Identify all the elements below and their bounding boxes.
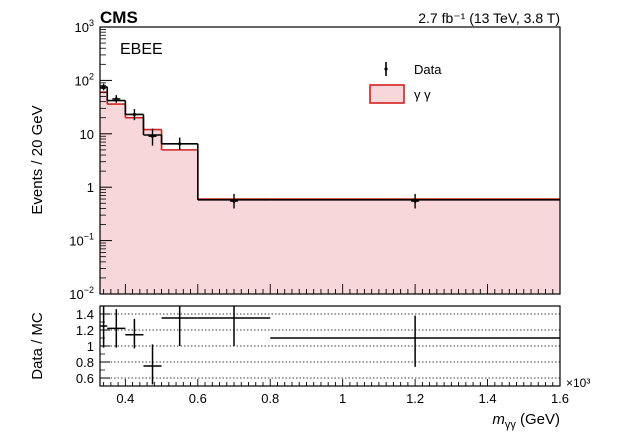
x-tick-label-2: 0.8 xyxy=(261,391,279,406)
ratio-y-tick-label-4: 1.4 xyxy=(76,307,94,322)
ratio-x-ticks: 0.4 0.6 0.8 1 1.2 1.4 1.6 xyxy=(103,379,569,406)
x-tick-label-0: 0.4 xyxy=(116,391,134,406)
lumi-subtitle: 2.7 fb⁻¹ (13 TeV, 3.8 T) xyxy=(418,10,560,26)
x-tick-label-6: 1.6 xyxy=(551,391,569,406)
ratio-y-tick-label-1: 0.8 xyxy=(76,355,94,370)
ratio-grid xyxy=(100,313,560,379)
main-y-tick-label-5: 103 xyxy=(75,18,94,35)
x-tick-label-3: 1 xyxy=(339,391,346,406)
ratio-y-tick-label-2: 1 xyxy=(87,339,94,354)
gamma-gamma-fill-area xyxy=(100,92,560,294)
data-point-2 xyxy=(132,112,137,117)
main-x-ticks xyxy=(103,284,561,294)
data-point-4 xyxy=(178,142,182,146)
main-frame xyxy=(99,26,561,295)
data-point-0 xyxy=(102,85,106,89)
legend-item-gamma-gamma: γ γ xyxy=(369,84,431,104)
main-y-tick-label-0: 10−2 xyxy=(69,285,94,302)
main-y-axis-label: Events / 20 GeV xyxy=(29,105,46,214)
main-y-tick-label-2: 1 xyxy=(87,180,94,195)
legend-data-dot xyxy=(384,67,388,71)
category-label: EBEE xyxy=(120,41,163,58)
gamma-gamma-fill-layer xyxy=(100,91,560,294)
data-point-5 xyxy=(232,199,236,203)
x-multiplier: ×10³ xyxy=(566,376,590,390)
main-y-tick-label-4: 102 xyxy=(75,71,94,88)
main-y-tick-label-1: 10−1 xyxy=(69,232,94,249)
main-panel: 10−2 10−1 1 10 102 103 xyxy=(69,18,561,302)
ratio-y-ticks: 0.60.811.21.4 xyxy=(76,305,110,387)
legend-data-label: Data xyxy=(414,62,442,77)
data-point-1 xyxy=(114,97,118,101)
x-tick-label-5: 1.4 xyxy=(479,391,497,406)
legend: Data γ γ xyxy=(369,62,442,104)
main-y-tick-label-3: 10 xyxy=(80,127,94,142)
data-point-3 xyxy=(150,134,155,138)
x-axis-label: mγγ (GeV) xyxy=(492,411,560,431)
ratio-points-layer xyxy=(100,306,560,385)
ratio-y-axis-label: Data / MC xyxy=(29,312,46,380)
ratio-y-tick-label-3: 1.2 xyxy=(76,323,94,338)
data-point-6 xyxy=(413,199,417,203)
main-y-ticks: 10−2 10−1 1 10 102 103 xyxy=(69,18,112,302)
x-tick-label-4: 1.2 xyxy=(406,391,424,406)
ratio-panel: 0.4 0.6 0.8 1 1.2 1.4 1.6 0.60.811.21.4 xyxy=(76,305,569,406)
legend-item-data: Data xyxy=(384,62,442,77)
x-tick-label-1: 0.6 xyxy=(189,391,207,406)
legend-gamma-gamma-box xyxy=(369,84,405,104)
ratio-y-tick-label-0: 0.6 xyxy=(76,371,94,386)
legend-gamma-gamma-label: γ γ xyxy=(414,87,431,102)
data-points-layer xyxy=(99,83,420,209)
cms-title: CMS xyxy=(100,8,138,27)
